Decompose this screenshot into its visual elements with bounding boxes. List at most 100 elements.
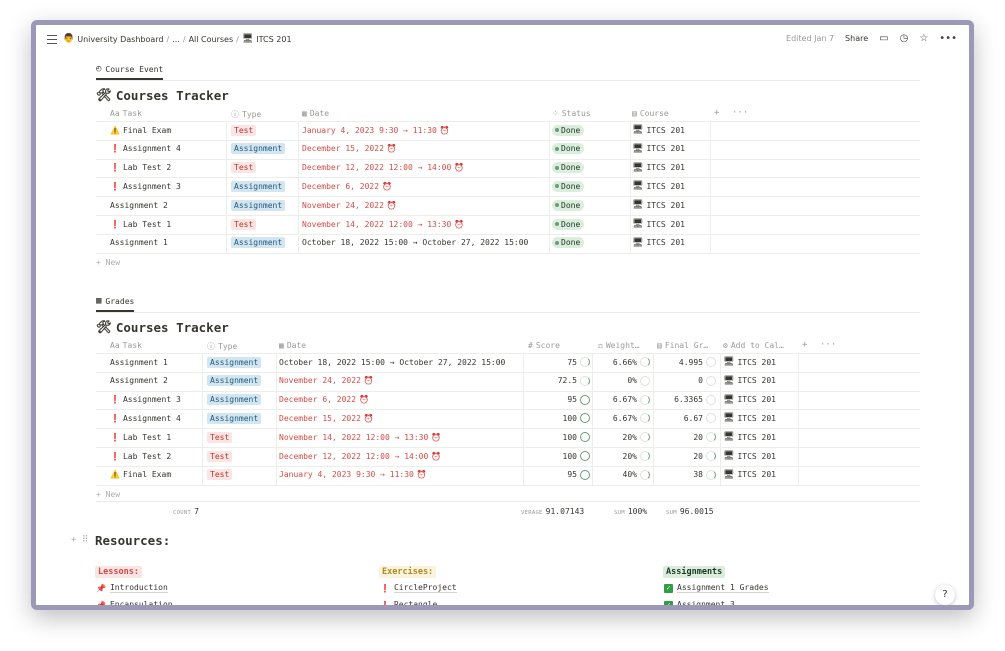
breadcrumb-item-dashboard[interactable]: University Dashboard <box>77 34 164 44</box>
course-cell[interactable]: 🖥 ITCS 201 <box>632 200 685 211</box>
comment-icon[interactable]: ▭ <box>879 33 889 44</box>
new-row-button-2[interactable]: + New <box>96 490 121 499</box>
status-cell[interactable]: Done <box>552 121 630 139</box>
type-cell[interactable]: Test <box>207 447 275 465</box>
star-icon[interactable]: ☆ <box>919 33 929 44</box>
exercise-link[interactable]: ❗ CircleProject <box>380 583 457 593</box>
date-cell[interactable]: November 14, 2022 12:00 → 13:30 ⏰ <box>302 215 550 233</box>
final-grade-cell[interactable]: 6.67 <box>654 409 716 427</box>
task-cell[interactable]: ❗ Lab Test 1 <box>110 219 172 229</box>
calendar-cell[interactable]: 🖥 ITCS 201 <box>723 357 776 367</box>
task-cell[interactable]: ⚠️ Final Exam <box>110 470 172 480</box>
final-grade-cell[interactable]: 38 <box>654 466 716 484</box>
final-grade-cell[interactable]: 20 <box>654 428 716 446</box>
date-cell[interactable]: December 15, 2022 ⏰ <box>279 409 523 427</box>
share-button[interactable]: Share <box>845 34 869 43</box>
date-cell[interactable]: January 4, 2023 9:30 → 11:30 ⏰ <box>302 121 550 139</box>
type-cell[interactable]: Assignment <box>207 409 275 427</box>
header-type-2[interactable]: ⓘ Type <box>207 342 238 351</box>
date-cell[interactable]: October 18, 2022 15:00 → October 27, 202… <box>279 353 523 371</box>
header-task-2[interactable]: Aa Task <box>110 341 142 350</box>
task-cell[interactable]: ❗ Assignment 3 <box>110 181 181 191</box>
date-cell[interactable]: January 4, 2023 9:30 → 11:30 ⏰ <box>279 466 523 484</box>
more-options-icon[interactable]: ··· <box>820 340 837 350</box>
header-add-to-calendar[interactable]: ⚙ Add to Cal… <box>723 341 784 350</box>
date-cell[interactable]: December 12, 2022 12:00 → 14:00 ⏰ <box>279 447 523 465</box>
type-cell[interactable]: Test <box>207 466 275 484</box>
weight-cell[interactable]: 40% <box>594 466 650 484</box>
task-cell[interactable]: ❗ Lab Test 2 <box>110 451 172 461</box>
status-cell[interactable]: Done <box>552 177 630 195</box>
type-cell[interactable]: Assignment <box>231 177 299 195</box>
course-cell[interactable]: 🖥 ITCS 201 <box>632 143 685 154</box>
task-cell[interactable]: ❗ Assignment 4 <box>110 144 181 154</box>
status-cell[interactable]: Done <box>552 140 630 158</box>
score-cell[interactable]: 100 <box>526 428 590 446</box>
header-course[interactable]: ▤ Course <box>632 109 669 118</box>
course-cell[interactable]: 🖥 ITCS 201 <box>632 125 685 135</box>
task-cell[interactable]: ⚠️ Final Exam <box>110 125 172 135</box>
course-cell[interactable]: 🖥 ITCS 201 <box>632 237 685 248</box>
lesson-link[interactable]: 📌 Introduction <box>96 583 168 593</box>
calc-sum-final[interactable]: SUM 96.0015 <box>666 507 714 516</box>
type-cell[interactable]: Test <box>231 159 299 177</box>
calendar-cell[interactable]: 🖥 ITCS 201 <box>723 394 776 405</box>
breadcrumb-item-all-courses[interactable]: All Courses <box>188 34 234 44</box>
add-block-icon[interactable]: + ⠿ <box>71 535 89 545</box>
calc-average[interactable]: VERAGE 91.07143 <box>521 507 585 516</box>
type-cell[interactable]: Test <box>231 121 299 139</box>
calendar-cell[interactable]: 🖥 ITCS 201 <box>723 413 776 424</box>
help-button[interactable]: ? <box>935 585 955 605</box>
status-cell[interactable]: Done <box>552 234 630 252</box>
date-cell[interactable]: October 18, 2022 15:00 → October 27, 202… <box>302 234 550 252</box>
status-cell[interactable]: Done <box>552 159 630 177</box>
calc-sum-weight[interactable]: SUM 100% <box>614 507 648 516</box>
type-cell[interactable]: Assignment <box>207 391 275 409</box>
more-icon[interactable]: ••• <box>939 33 957 44</box>
score-cell[interactable]: 100 <box>526 447 590 465</box>
add-property-icon[interactable]: + <box>802 340 808 350</box>
score-cell[interactable]: 72.5 <box>526 372 590 390</box>
final-grade-cell[interactable]: 20 <box>654 447 716 465</box>
lesson-link[interactable]: 📌 Encapsulation <box>96 600 173 610</box>
type-cell[interactable]: Assignment <box>231 140 299 158</box>
date-cell[interactable]: November 24, 2022 ⏰ <box>302 196 550 214</box>
status-cell[interactable]: Done <box>552 215 630 233</box>
date-cell[interactable]: December 15, 2022 ⏰ <box>302 140 550 158</box>
task-cell[interactable]: ❗ Assignment 4 <box>110 413 181 423</box>
add-property-icon[interactable]: + <box>714 108 720 118</box>
date-cell[interactable]: December 12, 2022 12:00 → 14:00 ⏰ <box>302 159 550 177</box>
weight-cell[interactable]: 6.67% <box>594 391 650 409</box>
final-grade-cell[interactable]: 4.995 <box>654 353 716 371</box>
header-weight[interactable]: ⚖ Weight… <box>598 341 640 350</box>
date-cell[interactable]: December 6, 2022 ⏰ <box>279 391 523 409</box>
breadcrumb-item-ellipsis[interactable]: ... <box>172 34 180 44</box>
date-cell[interactable]: November 24, 2022 ⏰ <box>279 372 523 390</box>
task-cell[interactable]: Assignment 2 <box>110 376 168 386</box>
weight-cell[interactable]: 6.66% <box>594 353 650 371</box>
new-row-button[interactable]: + New <box>96 258 121 267</box>
calc-count[interactable]: COUNT 7 <box>173 507 199 516</box>
task-cell[interactable]: ❗ Assignment 3 <box>110 395 181 405</box>
header-type[interactable]: ⓘ Type <box>231 110 262 119</box>
final-grade-cell[interactable]: 6.3365 <box>654 391 716 409</box>
score-cell[interactable]: 75 <box>526 353 590 371</box>
tab-grades[interactable]: ▦ Grades <box>96 296 135 312</box>
type-cell[interactable]: Assignment <box>207 372 275 390</box>
assignment-link[interactable]: ✓ Assignment 1 Grades <box>664 583 769 593</box>
course-cell[interactable]: 🖥 ITCS 201 <box>632 181 685 192</box>
date-cell[interactable]: November 14, 2022 12:00 → 13:30 ⏰ <box>279 428 523 446</box>
task-cell[interactable]: Assignment 1 <box>110 238 168 248</box>
calendar-cell[interactable]: 🖥 ITCS 201 <box>723 375 776 386</box>
type-cell[interactable]: Test <box>231 215 299 233</box>
calendar-cell[interactable]: 🖥 ITCS 201 <box>723 451 776 461</box>
assignment-link[interactable]: ✓ Assignment 3 <box>664 600 735 605</box>
course-cell[interactable]: 🖥 ITCS 201 <box>632 162 685 173</box>
task-cell[interactable]: ❗ Lab Test 1 <box>110 432 172 442</box>
weight-cell[interactable]: 20% <box>594 428 650 446</box>
header-task[interactable]: Aa Task <box>110 109 142 118</box>
header-final-grade[interactable]: ▤ Final Gr… <box>657 341 709 350</box>
header-date-2[interactable]: ▦ Date <box>279 341 307 350</box>
exercise-link[interactable]: ❗ Rectangle <box>380 600 438 610</box>
more-options-icon[interactable]: ··· <box>732 108 749 118</box>
